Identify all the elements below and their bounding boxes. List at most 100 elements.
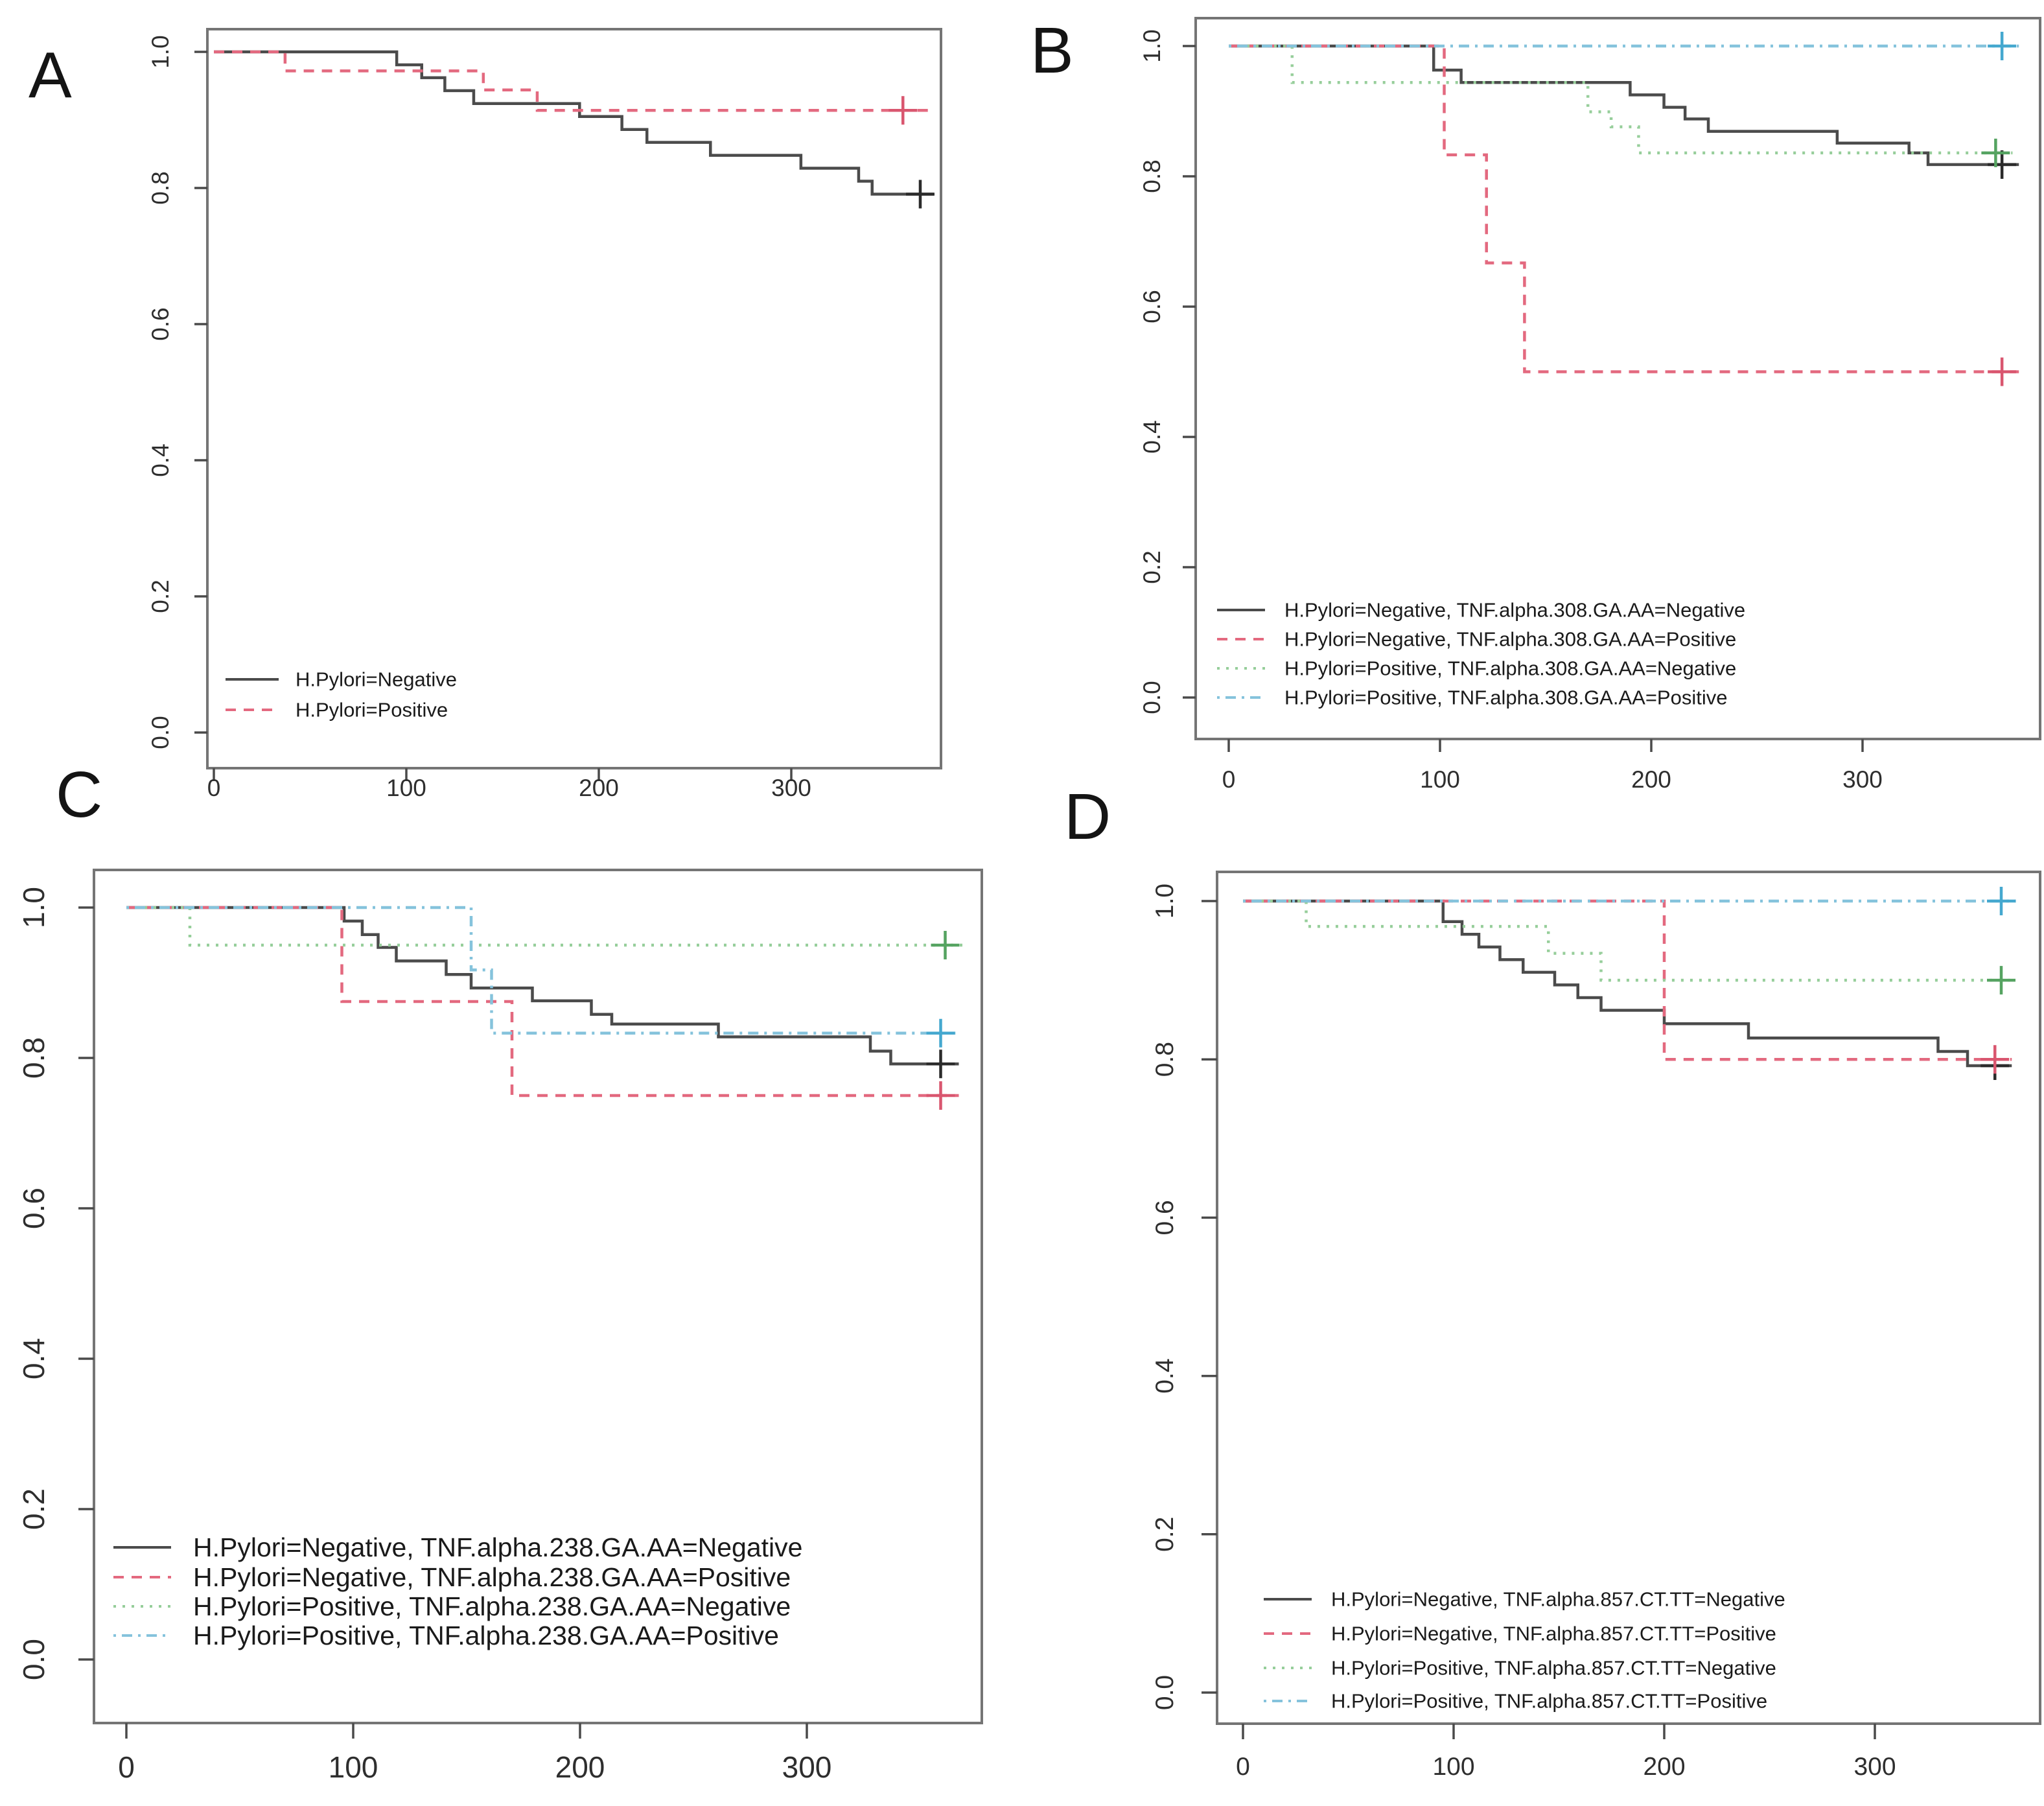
svg-text:H.Pylori=Negative, TNF.alpha.8: H.Pylori=Negative, TNF.alpha.857.CT.TT=N…: [1331, 1588, 1785, 1611]
svg-text:0.0: 0.0: [1151, 1675, 1179, 1710]
svg-text:100: 100: [386, 775, 426, 801]
svg-text:200: 200: [555, 1750, 605, 1784]
plot-box-c: [93, 869, 983, 1724]
svg-text:1.0: 1.0: [147, 35, 174, 68]
series-b-0: [1229, 44, 2019, 179]
panel-d: 0 100 200 300 1.0 0.8 0.6 0.4 0.2 0.0 H.Pylori=Neg…: [1151, 871, 2041, 1781]
svg-text:0.4: 0.4: [1139, 420, 1165, 453]
svg-text:H.Pylori=Positive, TNF.alpha.2: H.Pylori=Positive, TNF.alpha.238.GA.AA=P…: [193, 1621, 779, 1650]
plot-box-b: [1194, 17, 2041, 740]
svg-text:0.8: 0.8: [147, 171, 174, 204]
svg-text:0.6: 0.6: [1151, 1200, 1179, 1235]
series-b-3: [1229, 32, 2019, 60]
svg-text:0.0: 0.0: [1139, 681, 1165, 714]
svg-text:0: 0: [1222, 766, 1236, 793]
x-axis-c: 0 100 200 300: [118, 1723, 831, 1784]
series-c-0: [126, 906, 959, 1079]
svg-text:0.2: 0.2: [17, 1488, 51, 1530]
svg-text:100: 100: [1420, 766, 1460, 793]
censor-mark: [1988, 150, 2017, 179]
svg-text:0.2: 0.2: [147, 580, 174, 613]
svg-text:0: 0: [1236, 1753, 1250, 1781]
svg-text:1.0: 1.0: [17, 887, 51, 928]
svg-text:200: 200: [1631, 766, 1671, 793]
censor-mark: [1980, 1045, 2010, 1074]
x-axis-b: 0 100 200 300: [1222, 739, 1883, 793]
censor-mark: [931, 931, 960, 959]
svg-text:H.Pylori=Positive, TNF.alpha.8: H.Pylori=Positive, TNF.alpha.857.CT.TT=P…: [1331, 1690, 1767, 1713]
svg-text:0: 0: [207, 775, 221, 801]
panel-label-b: B: [1030, 14, 1074, 87]
svg-text:0.2: 0.2: [1151, 1517, 1179, 1552]
censor-mark: [926, 1081, 955, 1110]
series-b-2: [1229, 44, 2013, 167]
svg-text:0.8: 0.8: [1151, 1042, 1179, 1077]
y-axis-d: 1.0 0.8 0.6 0.4 0.2 0.0: [1151, 884, 1217, 1710]
svg-text:H.Pylori=Positive, TNF.alpha.8: H.Pylori=Positive, TNF.alpha.857.CT.TT=N…: [1331, 1657, 1776, 1680]
svg-text:H.Pylori=Negative: H.Pylori=Negative: [296, 668, 457, 691]
legend-b: H.Pylori=Negative, TNF.alpha.308.GA.AA=N…: [1217, 599, 1745, 709]
svg-text:200: 200: [579, 775, 619, 801]
svg-text:H.Pylori=Positive, TNF.alpha.2: H.Pylori=Positive, TNF.alpha.238.GA.AA=N…: [193, 1591, 791, 1621]
series-d-3: [1243, 887, 2016, 915]
svg-text:0.0: 0.0: [147, 716, 174, 749]
svg-text:300: 300: [782, 1750, 832, 1784]
plot-box-d: [1216, 871, 2041, 1725]
svg-text:0.4: 0.4: [17, 1338, 51, 1379]
censor-mark: [926, 1050, 955, 1079]
series-c-2: [126, 906, 964, 959]
series-c-3: [126, 906, 959, 1048]
svg-text:0: 0: [118, 1750, 135, 1784]
svg-text:0.8: 0.8: [1139, 159, 1165, 193]
svg-text:0.4: 0.4: [147, 443, 174, 476]
panel-label-c: C: [56, 758, 103, 831]
censor-mark: [1988, 32, 2017, 60]
svg-text:300: 300: [771, 775, 811, 801]
series-a-1: [214, 50, 930, 125]
svg-text:H.Pylori=Negative, TNF.alpha.2: H.Pylori=Negative, TNF.alpha.238.GA.AA=P…: [193, 1562, 791, 1592]
legend-d: H.Pylori=Negative, TNF.alpha.857.CT.TT=N…: [1264, 1588, 1785, 1713]
y-axis-b: 1.0 0.8 0.6 0.4 0.2 0.0: [1139, 29, 1196, 714]
x-axis-d: 0 100 200 300: [1236, 1724, 1896, 1781]
legend-c: H.Pylori=Negative, TNF.alpha.238.GA.AA=N…: [113, 1532, 802, 1650]
y-axis-a: 1.0 0.8 0.6 0.4 0.2 0.0: [147, 35, 207, 749]
panel-label-a: A: [29, 39, 72, 111]
svg-text:H.Pylori=Negative, TNF.alpha.2: H.Pylori=Negative, TNF.alpha.238.GA.AA=N…: [193, 1532, 802, 1562]
plot-box-a: [206, 28, 942, 769]
svg-text:0.0: 0.0: [17, 1639, 51, 1680]
censor-mark: [1987, 887, 2015, 915]
censor-mark: [1987, 966, 2015, 995]
censor-mark: [1981, 138, 2010, 167]
svg-text:300: 300: [1853, 1753, 1896, 1781]
svg-text:0.2: 0.2: [1139, 550, 1165, 583]
panel-label-d: D: [1064, 780, 1111, 853]
series-d-1: [1243, 899, 2012, 1074]
svg-text:0.6: 0.6: [17, 1188, 51, 1229]
svg-text:200: 200: [1643, 1753, 1685, 1781]
svg-text:0.6: 0.6: [1139, 290, 1165, 323]
panel-b: 0 100 200 300 1.0 0.8 0.6 0.4 0.2 0.0 H.Pylori=Neg…: [1139, 17, 2041, 793]
svg-text:H.Pylori=Positive: H.Pylori=Positive: [296, 699, 448, 721]
svg-text:100: 100: [329, 1750, 378, 1784]
legend-a: H.Pylori=Negative H.Pylori=Positive: [226, 668, 457, 721]
series-a-0: [214, 50, 935, 209]
panel-a: 0 100 200 300 1.0 0.8 0.6 0.4 0.2 0.0 H.Pylori=Neg…: [147, 28, 942, 801]
svg-text:H.Pylori=Negative, TNF.alpha.3: H.Pylori=Negative, TNF.alpha.308.GA.AA=P…: [1284, 628, 1736, 651]
censor-mark: [888, 96, 918, 125]
svg-text:1.0: 1.0: [1151, 884, 1179, 919]
x-axis-a: 0 100 200 300: [207, 768, 811, 801]
series-c-1: [126, 906, 959, 1110]
svg-text:0.6: 0.6: [147, 307, 174, 340]
svg-text:H.Pylori=Negative, TNF.alpha.3: H.Pylori=Negative, TNF.alpha.308.GA.AA=N…: [1284, 599, 1745, 622]
censor-mark: [905, 180, 935, 209]
censor-mark: [1988, 357, 2017, 386]
series-b-1: [1229, 44, 2019, 386]
svg-text:300: 300: [1842, 766, 1883, 793]
panel-c: 0 100 200 300 1.0 0.8 0.6 0.4 0.2 0.0 H.Pylori=Neg…: [17, 869, 983, 1784]
svg-text:0.4: 0.4: [1151, 1358, 1179, 1393]
svg-text:H.Pylori=Positive, TNF.alpha.3: H.Pylori=Positive, TNF.alpha.308.GA.AA=N…: [1284, 657, 1736, 680]
svg-text:H.Pylori=Positive, TNF.alpha.3: H.Pylori=Positive, TNF.alpha.308.GA.AA=P…: [1284, 686, 1727, 709]
censor-mark: [926, 1018, 955, 1048]
svg-text:0.8: 0.8: [17, 1037, 51, 1079]
